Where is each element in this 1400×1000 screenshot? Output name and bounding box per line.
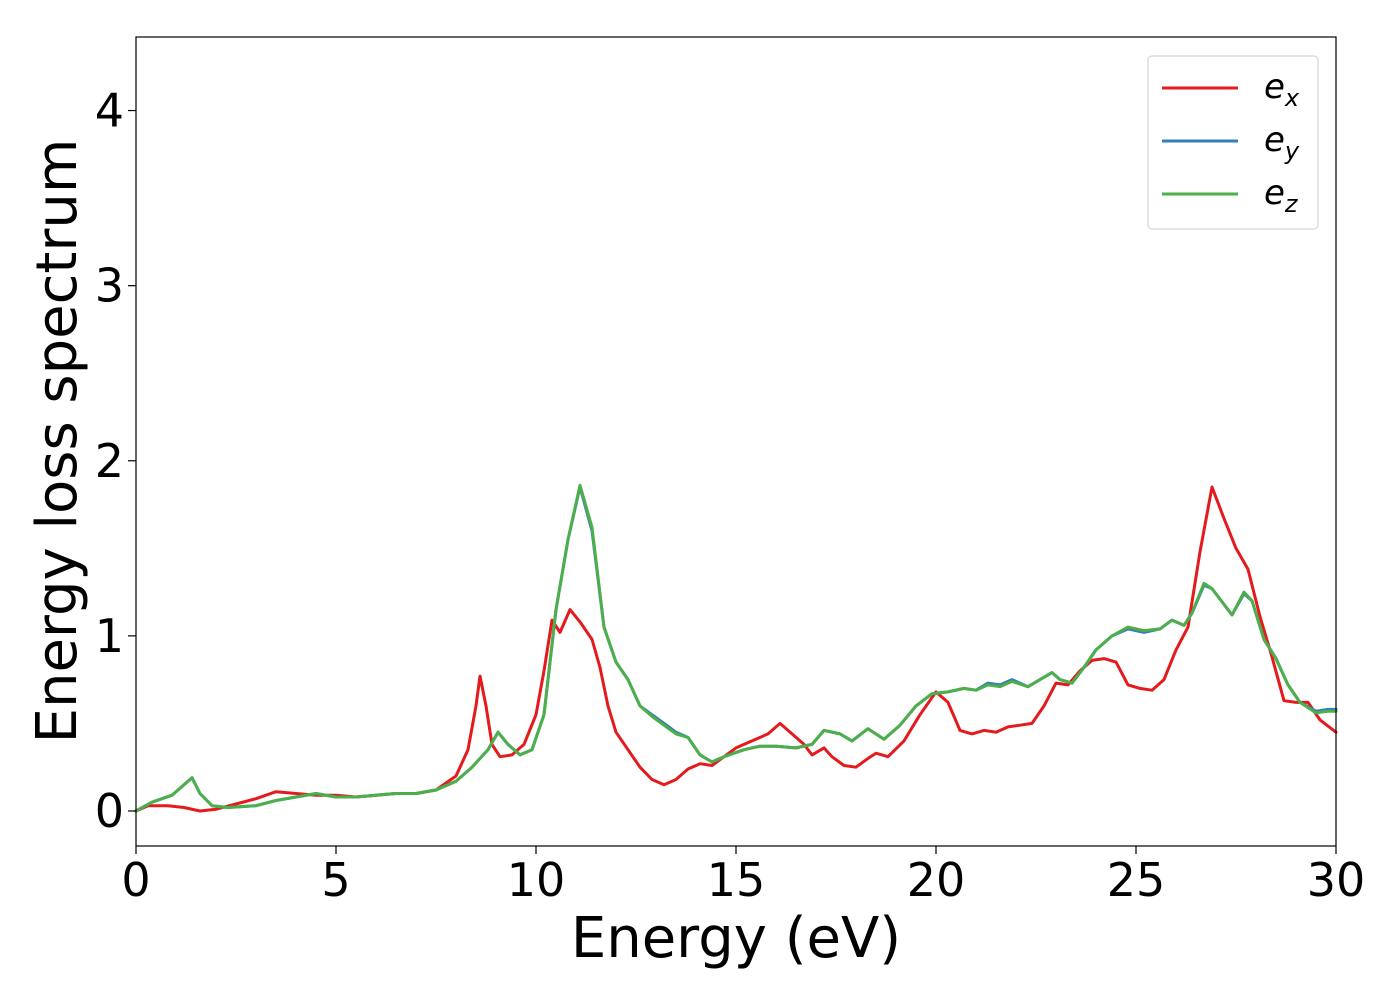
x-tick-label: 30 <box>1307 853 1366 907</box>
x-tick-label: 20 <box>907 853 966 907</box>
x-tick-label: 10 <box>507 853 566 907</box>
legend-label-ex: ex <box>1264 67 1300 112</box>
plot-lines <box>134 483 1338 813</box>
series-line-ez <box>134 483 1338 813</box>
x-tick-label: 0 <box>121 853 150 907</box>
y-tick-label: 2 <box>95 434 124 488</box>
x-tick-label: 5 <box>321 853 350 907</box>
x-tick-label: 15 <box>707 853 766 907</box>
y-axis-ticks: 0 1 2 3 4 <box>95 84 136 838</box>
x-axis-ticks: 0 5 10 15 20 25 30 <box>121 846 1365 907</box>
legend-label-ey: ey <box>1264 120 1300 165</box>
y-tick-label: 4 <box>95 84 124 138</box>
y-tick-label: 3 <box>95 259 124 313</box>
y-tick-label: 1 <box>95 609 124 663</box>
y-axis-title: Energy loss spectrum <box>25 139 90 744</box>
y-tick-label: 0 <box>95 784 124 838</box>
x-axis-title: Energy (eV) <box>571 906 901 971</box>
x-tick-label: 25 <box>1107 853 1166 907</box>
